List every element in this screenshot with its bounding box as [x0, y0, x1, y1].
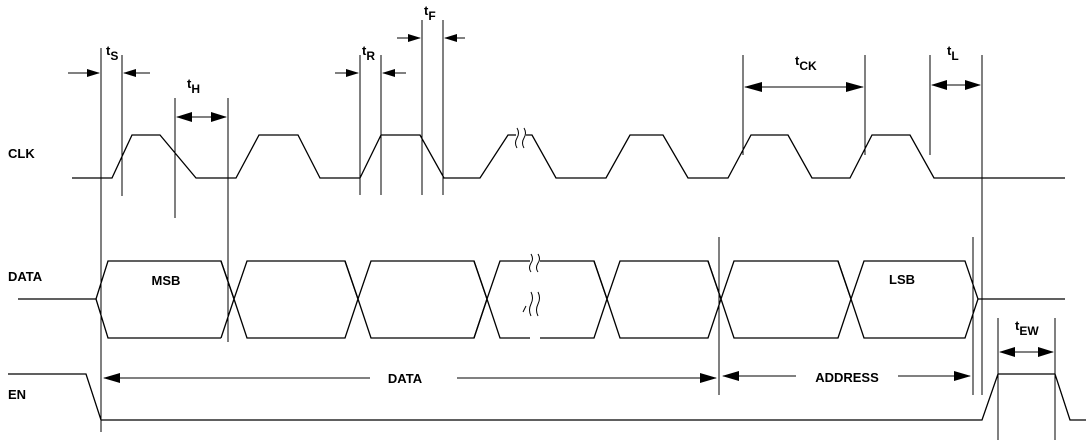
tf-arrows [397, 34, 465, 42]
tr-label: tR [362, 43, 375, 63]
address-span-label: ADDRESS [815, 370, 879, 385]
tf-label: tF [424, 3, 436, 23]
tl-label: tL [947, 43, 959, 63]
tr-arrows [335, 69, 406, 77]
reference-lines [100, 20, 1056, 440]
tew-arrow [999, 347, 1054, 357]
data-waveform [18, 260, 1065, 339]
data-signal-label: DATA [8, 269, 43, 284]
ts-arrows [68, 69, 150, 77]
clk-signal-label: CLK [8, 146, 35, 161]
en-signal-label: EN [8, 387, 26, 402]
tl-arrow [931, 80, 981, 90]
tew-label: tEW [1015, 318, 1039, 338]
tck-label: tCK [795, 53, 817, 73]
msb-label: MSB [152, 273, 181, 288]
address-span-arrow [722, 371, 971, 381]
en-waveform [8, 373, 1086, 421]
clk-waveform-2 [526, 134, 1065, 179]
data-break-mark [522, 253, 540, 317]
tck-arrow [744, 82, 864, 92]
th-label: tH [187, 76, 200, 96]
ts-label: tS [106, 43, 118, 63]
lsb-label: LSB [889, 272, 915, 287]
data-span-arrow [103, 373, 717, 383]
data-span-label: DATA [388, 371, 423, 386]
clk-break-mark [515, 127, 526, 149]
clk-waveform-1 [72, 134, 516, 179]
th-arrow [176, 112, 227, 122]
